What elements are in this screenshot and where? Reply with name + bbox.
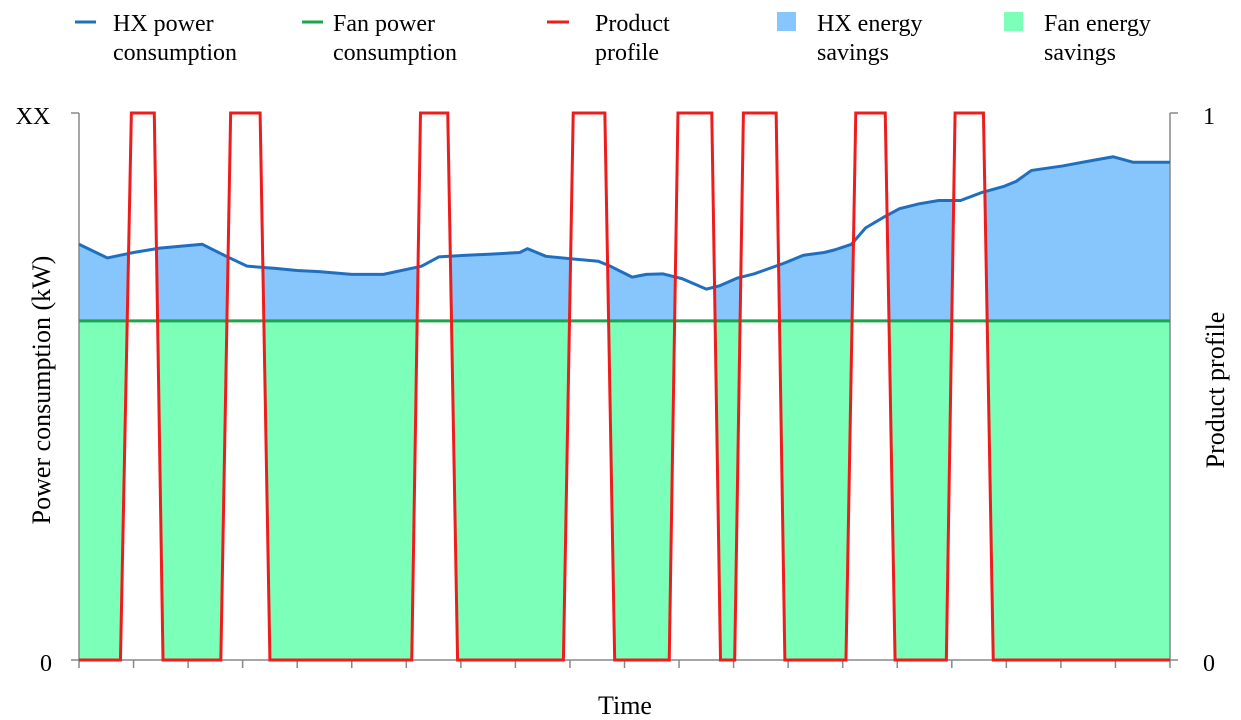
legend-label-fan-power-line2: consumption [333,40,457,66]
product-gap-mask [669,113,721,660]
legend-label-product-profile-line2: profile [595,40,659,66]
x-axis-title: Time [598,691,652,720]
series-line-hx-power [78,155,1170,291]
legend-label-product-profile-line1: Product [595,11,670,37]
legend-item-fan-energy: Fan energy savings [1004,11,1151,66]
product-gap-mask [220,113,270,660]
legend-label-hx-power-line2: consumption [113,40,237,66]
legend-item-fan-power: Fan power consumption [302,11,457,66]
legend-label-hx-energy-line1: HX energy [817,11,923,37]
series-line-product-profile [79,111,1170,662]
product-gap-mask [411,113,458,660]
area-layer [79,113,1170,660]
legend-item-product-profile: Product profile [547,11,670,66]
y-tick-label-left-0: 0 [40,651,52,677]
legend-label-fan-energy-line1: Fan energy [1044,11,1151,37]
product-gap-mask [845,113,896,660]
product-gap-mask [946,113,994,660]
legend-label-hx-energy-line2: savings [817,40,889,66]
product-gap-mask [563,113,615,660]
legend-swatch-fan-energy [1004,12,1023,31]
product-gap-mask [734,113,785,660]
y-tick-label-right-0: 0 [1203,651,1215,677]
y-axis-title-right: Product profile [1201,312,1230,469]
line-layer [78,111,1170,662]
y-tick-label-right-1: 1 [1203,104,1215,130]
legend-label-fan-power-line1: Fan power [333,11,435,37]
y-axis-title-left: Power consumption (kW) [27,256,56,525]
legend: HX power consumption Fan power consumpti… [75,11,1151,66]
legend-item-hx-energy: HX energy savings [777,11,923,66]
legend-label-fan-energy-line2: savings [1044,40,1116,66]
y-tick-label-left-max: XX [16,104,51,130]
legend-label-hx-power-line1: HX power [113,11,214,37]
area-fan-energy-savings [79,320,1170,660]
legend-swatch-hx-energy [777,12,796,31]
area-hx-energy-savings [79,156,1170,321]
legend-item-hx-power: HX power consumption [75,11,237,66]
